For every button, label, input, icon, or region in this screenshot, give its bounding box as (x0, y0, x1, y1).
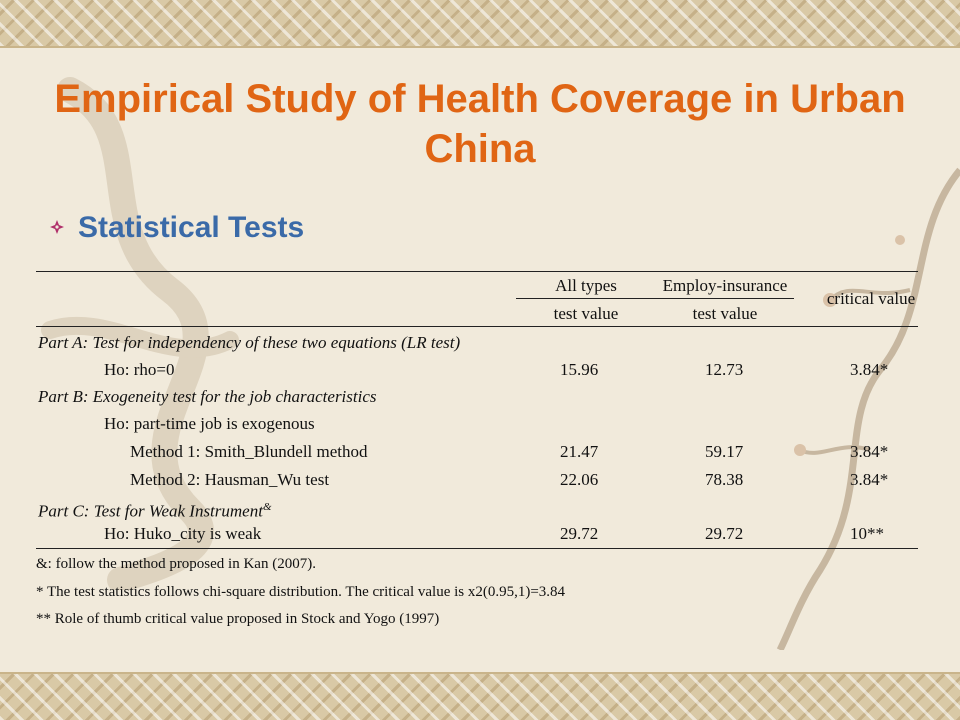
row-value-all: 22.06 (560, 470, 599, 489)
section-label-part-c: Part C: Test for Weak Instrument& (38, 496, 272, 523)
row-label-method-1: Method 1: Smith_Blundell method (130, 442, 368, 461)
section-label-part-a: Part A: Test for independency of these t… (38, 333, 461, 352)
row-value-employ: 78.38 (705, 470, 744, 489)
footnote-marker: & (262, 501, 272, 513)
bottom-border-line (0, 672, 960, 674)
row-value-critical: 10** (850, 524, 884, 543)
header-critical-value: critical value (826, 289, 916, 308)
row-value-critical: 3.84* (850, 442, 889, 461)
top-decorative-border (0, 0, 960, 46)
header-test-value-all: test value (553, 304, 619, 323)
section-label-part-b: Part B: Exogeneity test for the job char… (38, 387, 377, 406)
row-label-method-2: Method 2: Hausman_Wu test (130, 470, 330, 489)
header-bottom-rule (36, 326, 918, 327)
row-value-employ: 12.73 (705, 360, 744, 379)
table-top-rule (36, 271, 918, 272)
row-label-rho: Ho: rho=0 (104, 360, 175, 379)
footnote-single-star: * The test statistics follows chi-square… (36, 584, 566, 600)
header-test-value-employ: test value (692, 304, 758, 323)
table-bottom-rule (36, 548, 918, 549)
footnote-ampersand: &: follow the method proposed in Kan (20… (36, 556, 316, 572)
bottom-decorative-border (0, 674, 960, 720)
section-label-text: Part C: Test for Weak Instrument (38, 501, 263, 521)
slide-title: Empirical Study of Health Coverage in Ur… (54, 77, 906, 171)
footnote-double-star: ** Role of thumb critical value proposed… (36, 611, 440, 627)
top-border-line (0, 46, 960, 48)
row-value-critical: 3.84* (850, 470, 889, 489)
plum-branch-decoration (776, 167, 960, 650)
row-value-employ: 29.72 (705, 524, 744, 543)
header-group-rule (516, 298, 794, 299)
row-value-critical: 3.84* (850, 360, 889, 379)
diamond-bullet-icon (50, 220, 64, 234)
row-label-huko: Ho: Huko_city is weak (104, 524, 262, 543)
header-employ-insurance: Employ-insurance (662, 276, 788, 295)
row-value-employ: 59.17 (705, 442, 744, 461)
slide-subtitle: Statistical Tests (78, 211, 305, 244)
row-label-part-time: Ho: part-time job is exogenous (104, 414, 315, 433)
row-value-all: 29.72 (560, 524, 599, 543)
row-value-all: 21.47 (560, 442, 599, 461)
row-value-all: 15.96 (560, 360, 599, 379)
header-all-types: All types (555, 276, 617, 295)
